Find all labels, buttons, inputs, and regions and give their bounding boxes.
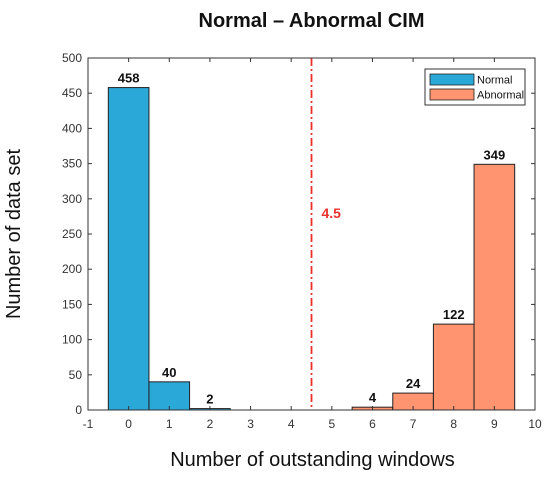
x-tick-label: 6 bbox=[369, 417, 376, 431]
legend: Normal Abnormal bbox=[424, 68, 526, 106]
data-label-abnormal-9: 349 bbox=[484, 147, 506, 162]
x-tick-label: 3 bbox=[247, 417, 254, 431]
y-tick-label: 250 bbox=[62, 227, 82, 241]
bar-abnormal-8 bbox=[432, 323, 475, 411]
x-tick-label: 7 bbox=[410, 417, 417, 431]
y-tick-label: 300 bbox=[62, 192, 82, 206]
x-axis-label: Number of outstanding windows bbox=[170, 449, 455, 471]
y-axis-label: Number of data set bbox=[3, 149, 25, 320]
data-label-normal-1: 40 bbox=[162, 365, 176, 380]
x-tick-label: 2 bbox=[207, 417, 214, 431]
y-tick-label: 500 bbox=[62, 51, 82, 65]
data-label-abnormal-8: 122 bbox=[443, 307, 465, 322]
y-tick-label: 150 bbox=[62, 297, 82, 311]
chart-title: Normal – Abnormal CIM bbox=[199, 10, 425, 32]
y-tick-label: 100 bbox=[62, 333, 82, 347]
data-label-normal-2: 2 bbox=[206, 392, 213, 407]
x-tick-label: 1 bbox=[166, 417, 173, 431]
legend-label-abnormal: Abnormal bbox=[477, 90, 524, 102]
y-tick-label: 50 bbox=[69, 368, 83, 382]
legend-label-normal: Normal bbox=[477, 75, 512, 87]
x-tick-label: 10 bbox=[528, 417, 542, 431]
data-label-normal-0: 458 bbox=[118, 71, 140, 86]
data-label-abnormal-6: 4 bbox=[369, 390, 377, 405]
data-label-abnormal-7: 24 bbox=[406, 376, 421, 391]
y-tick-label: 0 bbox=[75, 403, 82, 417]
x-tick-label: 9 bbox=[491, 417, 498, 431]
x-tick-label: 5 bbox=[328, 417, 335, 431]
y-tick-label: 450 bbox=[62, 86, 82, 100]
bar-abnormal-9 bbox=[473, 163, 516, 411]
legend-swatch-normal bbox=[429, 73, 475, 86]
bar-normal-0 bbox=[107, 87, 150, 411]
y-tick-label: 200 bbox=[62, 262, 82, 276]
x-tick-label: 0 bbox=[125, 417, 132, 431]
legend-swatch-abnormal bbox=[429, 88, 475, 101]
x-tick-label: 8 bbox=[450, 417, 457, 431]
bar-normal-1 bbox=[148, 381, 191, 411]
y-tick-label: 400 bbox=[62, 121, 82, 135]
y-tick-label: 350 bbox=[62, 157, 82, 171]
x-tick-label: 4 bbox=[288, 417, 295, 431]
threshold-label: 4.5 bbox=[322, 205, 342, 221]
x-tick-label: -1 bbox=[83, 417, 94, 431]
